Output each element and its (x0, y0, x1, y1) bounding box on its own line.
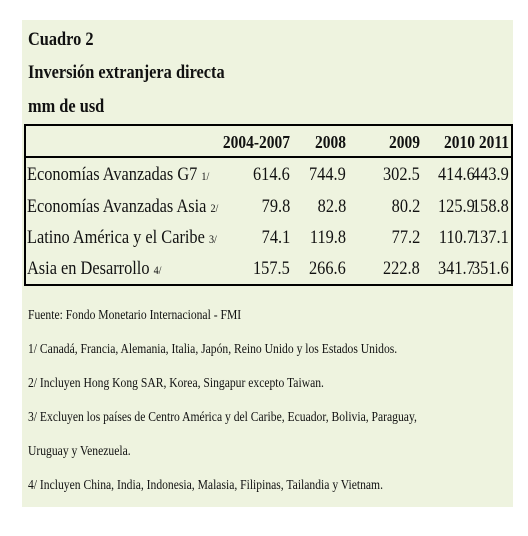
row-label: Economías Avanzadas Asia 2/ (27, 196, 219, 217)
table-cell: 125.9 (438, 196, 475, 217)
document-panel: Cuadro 2 Inversión extranjera directa mm… (22, 20, 513, 507)
table-cell: 80.2 (391, 196, 420, 217)
table-cell: 341.7 (438, 258, 475, 279)
footnote-2: 2/ Incluyen Hong Kong SAR, Korea, Singap… (28, 375, 324, 390)
column-header: 2004-2007 (222, 132, 290, 152)
table-cell: 614.6 (253, 164, 290, 185)
footnote-3-continued: Uruguay y Venezuela. (28, 443, 131, 458)
table-cell: 266.6 (309, 258, 346, 279)
row-label: Economías Avanzadas G7 1/ (27, 164, 210, 185)
table-subtitle: Inversión extranjera directa (28, 62, 225, 83)
row-footnote-ref: 1/ (201, 170, 210, 183)
table-cell: 110.7 (438, 227, 475, 248)
column-header: 2010 (444, 132, 475, 152)
table-cell: 351.6 (472, 258, 509, 279)
table-cell: 443.9 (472, 164, 509, 185)
header-divider (26, 156, 511, 158)
table-cell: 79.8 (261, 196, 290, 217)
table-cell: 158.8 (472, 196, 509, 217)
table-cell: 744.9 (309, 164, 346, 185)
row-footnote-ref: 3/ (208, 233, 217, 246)
table-cell: 82.8 (317, 196, 346, 217)
source-note: Fuente: Fondo Monetario Internacional - … (28, 307, 242, 322)
footnote-4: 4/ Incluyen China, India, Indonesia, Mal… (28, 477, 384, 492)
column-header: 2008 (315, 132, 346, 152)
column-header: 2009 (389, 132, 420, 152)
table-cell: 302.5 (383, 164, 420, 185)
data-table: 2004-2007 2008 2009 2010 2011 Economías … (24, 124, 513, 286)
footnote-1: 1/ Canadá, Francia, Alemania, Italia, Ja… (28, 341, 398, 356)
row-label: Latino América y el Caribe 3/ (27, 227, 217, 248)
table-cell: 74.1 (261, 227, 290, 248)
table-title: Cuadro 2 (28, 29, 94, 50)
column-header: 2011 (478, 132, 509, 152)
table-cell: 137.1 (472, 227, 509, 248)
table-cell: 414.6 (438, 164, 475, 185)
table-cell: 77.2 (391, 227, 420, 248)
table-cell: 119.8 (309, 227, 346, 248)
row-footnote-ref: 4/ (153, 264, 162, 277)
row-footnote-ref: 2/ (210, 202, 219, 215)
table-cell: 157.5 (253, 258, 290, 279)
row-label: Asia en Desarrollo 4/ (27, 258, 162, 279)
table-unit: mm de usd (28, 96, 105, 117)
table-cell: 222.8 (383, 258, 420, 279)
footnote-3: 3/ Excluyen los países de Centro América… (28, 409, 417, 424)
